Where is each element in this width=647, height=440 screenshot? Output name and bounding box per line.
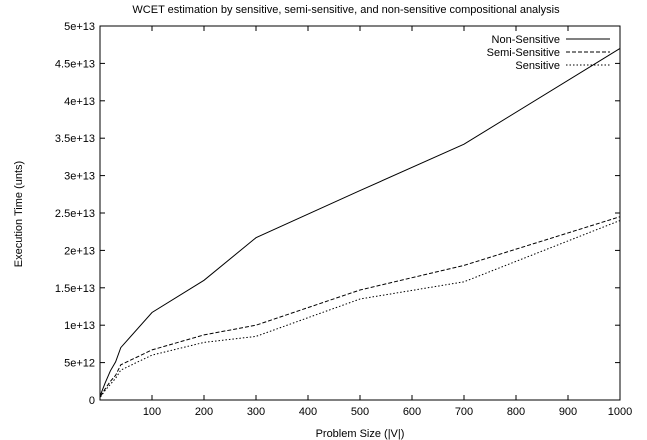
y-tick-label: 3.5e+13 <box>55 133 95 145</box>
x-tick-label: 800 <box>507 406 525 418</box>
x-tick-label: 600 <box>403 406 421 418</box>
plot-frame <box>99 25 621 401</box>
chart-title: WCET estimation by sensitive, semi-sensi… <box>132 4 560 16</box>
x-axis-title: Problem Size (|V|) <box>316 428 405 440</box>
x-tick-label: 1000 <box>608 406 632 418</box>
y-tick-label: 1.5e+13 <box>55 283 95 295</box>
y-tick-label: 1e+13 <box>64 320 95 332</box>
y-tick-label: 5e+13 <box>64 21 95 33</box>
y-axis-title: Execution Time (unts) <box>13 161 25 267</box>
y-tick-label: 3e+13 <box>64 171 95 183</box>
y-tick-label: 2e+13 <box>64 245 95 257</box>
x-axis: 100 200 300 400 500 600 700 800 900 1000 <box>143 26 632 418</box>
y-tick-label: 2.5e+13 <box>55 208 95 220</box>
x-tick-label: 400 <box>299 406 317 418</box>
x-tick-label: 500 <box>351 406 369 418</box>
x-tick-label: 200 <box>195 406 213 418</box>
y-tick-label: 5e+12 <box>64 358 95 370</box>
series-lines <box>100 47 621 398</box>
y-tick-label: 4.5e+13 <box>55 58 95 70</box>
series-line-non-sensitive <box>100 47 621 395</box>
y-axis: 0 5e+12 1e+13 1.5e+13 2e+13 2.5e+13 3e+13 3.5e+… <box>55 21 620 407</box>
y-tick-label: 0 <box>89 395 95 407</box>
x-tick-label: 700 <box>455 406 473 418</box>
legend-label: Sensitive <box>515 60 560 72</box>
series-line-semi-sensitive <box>100 216 621 397</box>
x-tick-label: 300 <box>247 406 265 418</box>
x-tick-label: 900 <box>559 406 577 418</box>
series-line-sensitive <box>100 220 621 398</box>
y-tick-label: 4e+13 <box>64 96 95 108</box>
legend-label: Non-Sensitive <box>492 34 560 46</box>
legend-label: Semi-Sensitive <box>487 47 560 59</box>
x-tick-label: 100 <box>143 406 161 418</box>
